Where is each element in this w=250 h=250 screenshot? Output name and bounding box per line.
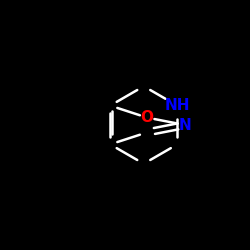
Text: NH: NH — [164, 98, 190, 113]
Text: O: O — [140, 110, 153, 125]
Text: N: N — [179, 118, 192, 132]
